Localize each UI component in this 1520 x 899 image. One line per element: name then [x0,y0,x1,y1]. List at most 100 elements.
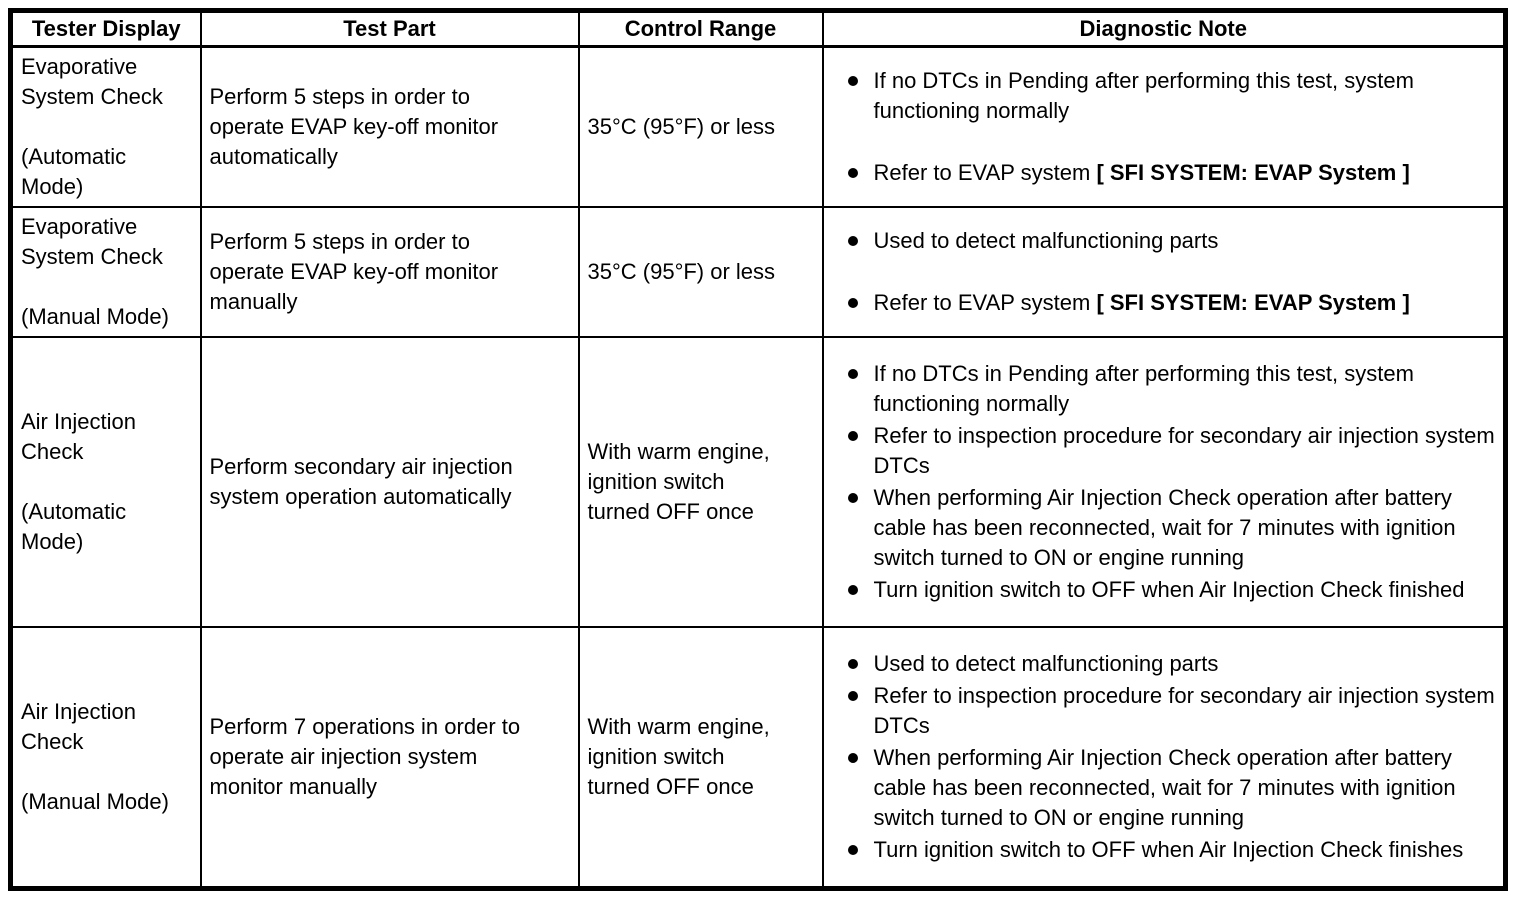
test-part-text: Perform 5 steps in order to operate EVAP… [209,229,499,314]
note-text-segment: Refer to inspection procedure for second… [873,682,1495,738]
table-row: Air Injection Check (Manual Mode) Perform … [9,626,1507,889]
diagnostic-note-item: Used to detect malfunctioning parts [838,649,1498,679]
diagnostic-note-cell: Used to detect malfunctioning parts Refer… [821,626,1507,889]
tester-display-name: Evaporative System Check [21,214,163,269]
diagnostic-note-text: Turn ignition switch to OFF when Air Inj… [874,575,1465,605]
tester-display-mode: (Manual Mode) [21,788,169,814]
note-text-segment: Refer to EVAP system [873,160,1097,185]
diagnostic-note-item: Turn ignition switch to OFF when Air Inj… [838,575,1498,605]
control-range-cell: With warm engine, ignition switch turned… [577,336,824,628]
diagnostic-note-list: If no DTCs in Pending after performing t… [838,359,1498,605]
tester-display-name: Air Injection Check [21,698,136,754]
control-range-text: 35°C (95°F) or less [587,114,776,139]
note-text-segment: Refer to EVAP system [873,290,1097,315]
test-part-text: Perform secondary air injection system o… [209,454,513,509]
diagnostic-note-text: Used to detect malfunctioning parts [874,226,1219,256]
diagnostic-note-item: Refer to EVAP system [ SFI SYSTEM: EVAP … [838,288,1498,318]
control-range-text: With warm engine, ignition switch turned… [587,713,770,799]
reference-bold-text: [ SFI SYSTEM: EVAP System ] [1096,290,1410,315]
tester-display-name: Air Injection Check [21,409,136,464]
diagnostic-note-item: If no DTCs in Pending after performing t… [838,359,1498,419]
diagnostic-note-text: Refer to inspection procedure for second… [874,421,1496,481]
tester-display-mode: (Automatic Mode) [21,144,127,199]
test-part-text: Perform 5 steps in order to operate EVAP… [209,84,499,169]
bullet-icon [847,844,858,855]
header-row: Tester Display Test Part Control Range D… [9,9,1507,48]
diagnostic-note-text: Refer to EVAP system [ SFI SYSTEM: EVAP … [874,158,1410,188]
diagnostic-note-item: When performing Air Injection Check oper… [838,483,1498,573]
bullet-icon [847,690,858,701]
bullet-icon [847,585,858,595]
diagnostic-note-text: Turn ignition switch to OFF when Air Inj… [874,835,1464,865]
bullet-icon [847,236,858,246]
note-text-segment: Used to detect malfunctioning parts [873,650,1219,676]
column-header-diagnostic-note: Diagnostic Note [821,9,1507,48]
note-text-segment: If no DTCs in Pending after performing t… [873,361,1414,416]
diagnostic-note-cell: If no DTCs in Pending after performing t… [821,45,1507,208]
bullet-icon [847,431,858,441]
table-row: Evaporative System Check (Manual Mode) Per… [9,206,1507,338]
diagnostic-note-text: When performing Air Injection Check oper… [874,483,1496,573]
bullet-icon [847,493,858,503]
diagnostic-note-cell: If no DTCs in Pending after performing t… [821,336,1507,628]
table-body: Evaporative System Check (Automatic Mode)… [9,45,1507,889]
tester-display-cell: Air Injection Check (Manual Mode) [9,626,202,889]
tester-display-text: Evaporative System Check (Automatic Mode) [21,52,183,202]
diagnostic-note-list: Used to detect malfunctioning parts Refer… [838,226,1498,318]
table-row: Air Injection Check (Automatic Mode) Perfo… [9,336,1507,628]
note-text-segment: Turn ignition switch to OFF when Air Inj… [873,577,1465,602]
tester-display-mode: (Manual Mode) [21,304,169,329]
diagnostic-note-text: When performing Air Injection Check oper… [874,743,1496,833]
diagnostic-note-list: If no DTCs in Pending after performing t… [838,66,1498,188]
control-range-text: 35°C (95°F) or less [587,259,776,284]
bullet-icon [847,658,858,669]
reference-bold-text: [ SFI SYSTEM: EVAP System ] [1096,160,1410,185]
diagnostic-test-table: Tester Display Test Part Control Range D… [8,8,1508,891]
tester-display-cell: Evaporative System Check (Manual Mode) [9,206,202,338]
diagnostic-note-item: Refer to inspection procedure for second… [838,681,1498,741]
diagnostic-note-text: If no DTCs in Pending after performing t… [874,359,1496,419]
diagnostic-note-text: Refer to EVAP system [ SFI SYSTEM: EVAP … [874,288,1410,318]
bullet-icon [847,76,858,86]
test-part-text: Perform 7 operations in order to operate… [209,713,521,799]
note-text-segment: Turn ignition switch to OFF when Air Inj… [873,836,1464,862]
note-text-segment: When performing Air Injection Check oper… [873,744,1456,830]
test-part-cell: Perform 5 steps in order to operate EVAP… [199,206,580,338]
diagnostic-note-text: If no DTCs in Pending after performing t… [874,66,1496,126]
bullet-icon [847,168,858,178]
table-row: Evaporative System Check (Automatic Mode)… [9,45,1507,208]
tester-display-name: Evaporative System Check [21,54,163,109]
column-header-tester-display: Tester Display [9,9,202,48]
diagnostic-note-item: Used to detect malfunctioning parts [838,226,1498,256]
column-header-control-range: Control Range [577,9,824,48]
tester-display-text: Air Injection Check (Automatic Mode) [21,407,183,557]
diagnostic-note-text: Refer to inspection procedure for second… [874,681,1496,741]
note-text-segment: If no DTCs in Pending after performing t… [873,68,1414,123]
test-part-cell: Perform 5 steps in order to operate EVAP… [199,45,580,208]
column-header-test-part: Test Part [199,9,580,48]
test-part-cell: Perform 7 operations in order to operate… [199,626,580,889]
tester-display-cell: Air Injection Check (Automatic Mode) [9,336,202,628]
note-text-segment: When performing Air Injection Check oper… [873,485,1456,570]
control-range-text: With warm engine, ignition switch turned… [587,439,770,524]
tester-display-text: Air Injection Check (Manual Mode) [21,697,183,817]
bullet-icon [847,369,858,379]
diagnostic-note-item: Refer to EVAP system [ SFI SYSTEM: EVAP … [838,158,1498,188]
diagnostic-note-item: When performing Air Injection Check oper… [838,743,1498,833]
diagnostic-note-cell: Used to detect malfunctioning parts Refer… [821,206,1507,338]
note-text-segment: Refer to inspection procedure for second… [873,423,1495,478]
bullet-icon [847,752,858,763]
tester-display-mode: (Automatic Mode) [21,499,127,554]
tester-display-cell: Evaporative System Check (Automatic Mode) [9,45,202,208]
test-part-cell: Perform secondary air injection system o… [199,336,580,628]
note-text-segment: Used to detect malfunctioning parts [873,228,1219,253]
diagnostic-note-item: Refer to inspection procedure for second… [838,421,1498,481]
control-range-cell: 35°C (95°F) or less [577,206,824,338]
diagnostic-note-item: If no DTCs in Pending after performing t… [838,66,1498,126]
diagnostic-note-item: Turn ignition switch to OFF when Air Inj… [838,835,1498,865]
diagnostic-note-list: Used to detect malfunctioning parts Refer… [838,649,1498,865]
diagnostic-note-text: Used to detect malfunctioning parts [874,649,1219,679]
control-range-cell: With warm engine, ignition switch turned… [577,626,824,889]
tester-display-text: Evaporative System Check (Manual Mode) [21,212,183,332]
